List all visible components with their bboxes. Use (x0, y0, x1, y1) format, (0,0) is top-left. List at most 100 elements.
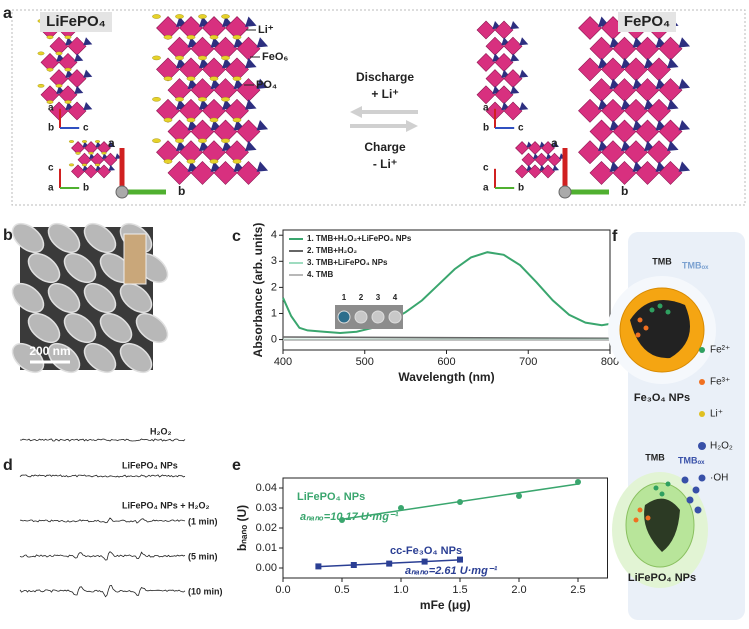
nanoparticle (119, 342, 153, 374)
li-ion (75, 151, 81, 155)
tetrahedron (74, 53, 84, 62)
label: PO₄ (256, 79, 277, 91)
octahedron (647, 57, 671, 82)
li-ion (64, 100, 72, 104)
nanoparticle (11, 282, 45, 314)
tetrahedron (83, 69, 93, 78)
label: LiFePO₄ NPs + H₂O₂ (122, 500, 210, 510)
li-ion (64, 35, 72, 40)
tetrahedron (519, 69, 529, 78)
point (575, 479, 581, 485)
nanoparticle (83, 282, 117, 314)
li-ion (55, 83, 63, 88)
octahedron (647, 98, 671, 123)
octahedron (647, 140, 671, 165)
li-ion (46, 67, 54, 72)
li-ion (152, 55, 161, 61)
label: a (108, 136, 115, 150)
nanoparticle (47, 222, 81, 254)
li-ion (221, 97, 230, 102)
octahedron (485, 69, 505, 89)
li-ion (64, 67, 72, 72)
label: 1.5 (452, 584, 467, 596)
point (350, 562, 357, 568)
epr-trace (19, 517, 186, 524)
spectrum-line (282, 336, 611, 340)
label: H₂O₂ (710, 441, 733, 452)
octahedron (578, 57, 602, 82)
li-ion (152, 14, 161, 19)
title-bg (618, 12, 676, 32)
tetrahedron (510, 21, 520, 30)
label: bₙₐₙₒ (U) (235, 505, 249, 551)
label: 1. TMB+H₂O₂+LiFePO₄ NPs (307, 234, 412, 243)
label: 0.5 (334, 584, 349, 596)
li-ion (232, 34, 242, 40)
octahedron (156, 16, 180, 40)
tetrahedron (74, 85, 84, 94)
li-ion (221, 14, 230, 19)
nanoparticle (27, 252, 61, 284)
octahedron (494, 52, 514, 72)
octahedron (624, 57, 648, 82)
octahedron (503, 36, 523, 56)
octahedron (476, 20, 496, 40)
label: LiFePO₄ NPs (628, 572, 696, 584)
fe2-ion (665, 481, 671, 487)
arrow-right (350, 120, 418, 132)
octahedron (624, 140, 648, 165)
tetrahedron (83, 37, 93, 46)
vial (123, 233, 147, 285)
legend-dot (698, 442, 706, 450)
label: e (232, 457, 241, 474)
li-ion (175, 14, 184, 19)
label: b (178, 184, 185, 198)
label: d (3, 457, 13, 474)
li-ion (186, 34, 196, 40)
label: f (612, 228, 618, 245)
nanoparticle (83, 342, 117, 374)
tetrahedron (83, 102, 93, 111)
li-ion (163, 76, 173, 81)
label: c (48, 163, 54, 174)
octahedron (156, 98, 180, 123)
point (516, 493, 522, 499)
fe2-ion (659, 491, 665, 497)
li-ion (37, 51, 45, 56)
octahedron (601, 57, 625, 82)
li-ion (209, 34, 219, 40)
label: 2.5 (570, 584, 585, 596)
label: - Li⁺ (373, 157, 397, 171)
octahedron (67, 101, 87, 121)
nanoparticle (63, 252, 97, 284)
li-ion (46, 100, 54, 104)
octahedron (589, 160, 614, 185)
oh-radical (686, 496, 694, 504)
label: 0.01 (256, 542, 277, 554)
label: 0.03 (256, 502, 277, 514)
li-ion (221, 138, 230, 143)
label: a (483, 103, 489, 114)
nanoparticle (11, 222, 45, 254)
fe2-ion (657, 303, 663, 309)
tetrahedron (678, 161, 691, 172)
tetrahedron (245, 16, 257, 27)
octahedron (156, 57, 180, 82)
tetrahedron (519, 37, 529, 46)
fe2-ion (665, 309, 671, 315)
label: 1 (271, 307, 277, 319)
li-ion (175, 138, 184, 143)
tetrahedron (552, 141, 560, 148)
octahedron (658, 160, 683, 185)
octahedron (578, 98, 602, 123)
label: (5 min) (188, 551, 218, 561)
octahedron (578, 140, 602, 165)
octahedron (515, 164, 529, 179)
label: 4 (271, 229, 277, 241)
fe3-ion (645, 515, 651, 521)
fe2-ion (649, 307, 655, 313)
epr-trace (19, 584, 186, 598)
label: TMB (652, 256, 672, 266)
octahedron (589, 78, 614, 103)
label: 4 (393, 293, 398, 302)
